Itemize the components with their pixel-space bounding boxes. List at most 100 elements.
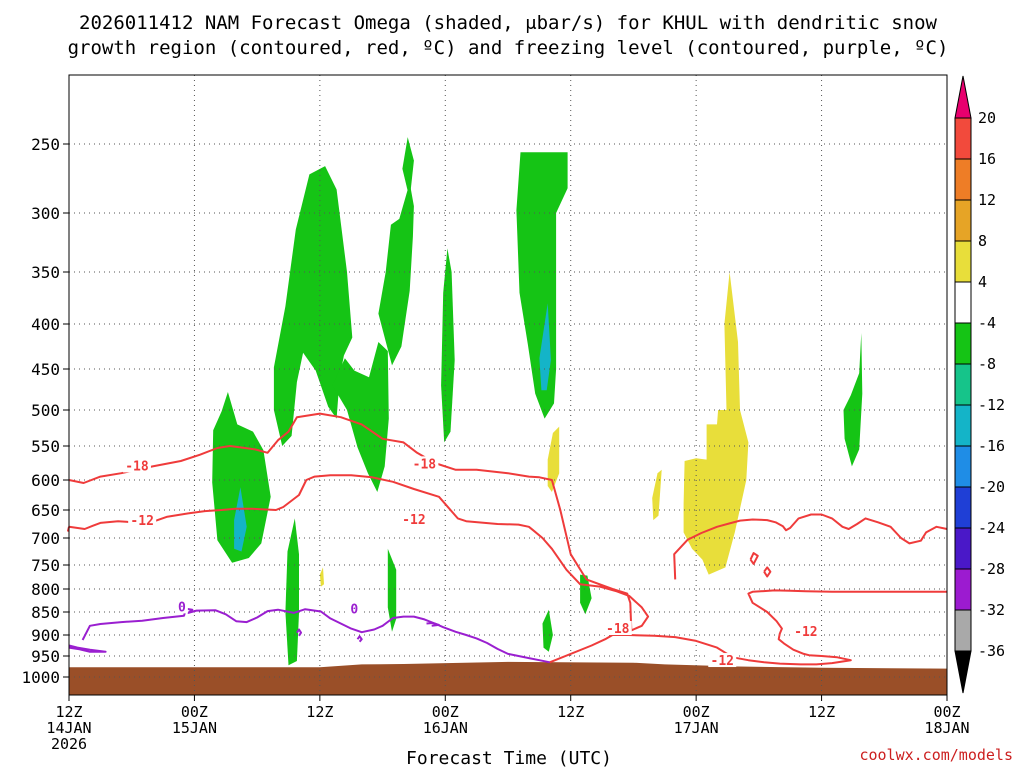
contour-label-bg-6: [791, 623, 820, 638]
colorbar-label-5: -4: [978, 314, 996, 332]
green-omega-l: [843, 333, 863, 467]
y-tick-label-550: 550: [31, 437, 60, 456]
contour-label-bg-7: [175, 599, 188, 614]
y-tick-label-650: 650: [31, 501, 60, 520]
colorbar-segment-13: [954, 609, 972, 652]
y-tick-label-400: 400: [31, 315, 60, 334]
colorbar-label-11: -28: [978, 560, 1005, 578]
chart-title-line-2: growth region (contoured, red, ºC) and f…: [68, 37, 949, 59]
red-contour-0: [68, 412, 650, 632]
y-tick-label-950: 950: [31, 647, 60, 666]
colorbar-top-arrow: [954, 75, 972, 119]
contour-label-layer: -18 -12 -18 -12 -18 -12 -12 0 0: [122, 456, 820, 669]
contour-label-1: -12: [130, 514, 153, 529]
y-tick-label-450: 450: [31, 360, 60, 379]
y-tick-label-1000: 1000: [21, 668, 60, 687]
colorbar: 20 16 12 8 4 -4 -8 -12 -16 -20 -24 -28 -32 -36: [954, 75, 1005, 694]
yellow-omega-a: [547, 426, 560, 492]
green-omega-f: [441, 248, 455, 443]
surface-terrain: [69, 661, 947, 695]
plot-gridlines: [68, 75, 948, 695]
x-tick-label-0-0: 12Z: [55, 703, 82, 721]
purple-contour-2: [426, 622, 440, 627]
x-tick-label-24-0: 12Z: [306, 703, 333, 721]
contour-label-7: 0: [178, 600, 186, 615]
colorbar-label-13: -36: [978, 642, 1005, 660]
x-tick-label-84-1: 18JAN: [924, 719, 969, 737]
green-omega-c: [332, 342, 389, 492]
x-tick-label-60-1: 17JAN: [674, 719, 719, 737]
green-omega-i: [387, 548, 397, 632]
y-tick-label-600: 600: [31, 471, 60, 490]
colorbar-label-8: -16: [978, 437, 1005, 455]
contour-label-bg-4: [603, 621, 632, 636]
green-omega-d: [378, 182, 414, 366]
red-contour-4: [749, 552, 759, 565]
purple-contour-4: [356, 635, 363, 643]
x-tick-label-36-0: 00Z: [432, 703, 459, 721]
colorbar-label-6: -8: [978, 355, 996, 373]
chart-title: 2026011412 NAM Forecast Omega (shaded, μ…: [68, 12, 949, 59]
contour-label-bg-1: [128, 513, 157, 528]
plot-frame: [68, 74, 948, 696]
colorbar-segment-8: [954, 404, 972, 447]
cyan-omega-a: [234, 487, 247, 552]
cyan-omega-b: [539, 303, 551, 391]
colorbar-label-12: -32: [978, 601, 1005, 619]
purple-contour-1: [68, 644, 107, 653]
green-omega-j: [542, 609, 553, 652]
contour-label-bg-5: [708, 653, 737, 668]
red-contour-3: [673, 513, 948, 580]
x-tick-label-72-0: 12Z: [808, 703, 835, 721]
colorbar-segment-6: [954, 322, 972, 365]
y-tick-label-850: 850: [31, 603, 60, 622]
x-axis-label: Forecast Time (UTC): [406, 748, 612, 768]
contour-label-2: -18: [413, 457, 437, 472]
x-tick-label-36-1: 16JAN: [423, 719, 468, 737]
credit-text: coolwx.com/models: [859, 746, 1013, 764]
x-tick-label-12-1: 15JAN: [172, 719, 217, 737]
contour-label-bg-3: [399, 512, 428, 527]
colorbar-label-2: 12: [978, 191, 996, 209]
red-contour-2: [549, 589, 947, 666]
x-tick-label-84-0: 00Z: [933, 703, 960, 721]
contour-label-bg-2: [410, 456, 439, 471]
contour-label-8: 0: [350, 603, 358, 618]
colorbar-segment-2: [954, 158, 972, 201]
contour-label-5: -12: [711, 654, 734, 669]
yellow-omega-c: [652, 469, 662, 521]
y-tick-label-750: 750: [31, 556, 60, 575]
purple-contour-3: [296, 628, 302, 637]
x-tick-label-0-2: 2026: [51, 735, 87, 753]
colorbar-label-3: 8: [978, 232, 987, 250]
colorbar-bottom-arrow: [954, 650, 972, 694]
green-omega-a: [212, 392, 271, 563]
colorbar-label-9: -20: [978, 478, 1005, 496]
y-tick-label-900: 900: [31, 626, 60, 645]
x-tick-label-12-0: 00Z: [181, 703, 208, 721]
surface-terrain-layer: [69, 661, 947, 695]
contour-label-3: -12: [402, 513, 425, 528]
colorbar-segment-10: [954, 486, 972, 529]
x-tick-label-60-0: 00Z: [683, 703, 710, 721]
colorbar-segment-11: [954, 527, 972, 570]
x-tick-label-48-0: 12Z: [557, 703, 584, 721]
colorbar-label-10: -24: [978, 519, 1005, 537]
green-omega-b: [273, 166, 353, 446]
contour-label-4: -18: [606, 622, 630, 637]
y-tick-label-800: 800: [31, 580, 60, 599]
x-tick-label-0-1: 14JAN: [46, 719, 91, 737]
y-tick-label-300: 300: [31, 204, 60, 223]
contour-label-0: -18: [125, 459, 149, 474]
colorbar-segment-4: [954, 240, 972, 283]
chart-title-line-1: 2026011412 NAM Forecast Omega (shaded, μ…: [79, 12, 937, 34]
y-tick-label-500: 500: [31, 401, 60, 420]
omega-shading-layer: [212, 137, 863, 666]
purple-contour-0: [81, 607, 550, 664]
y-tick-label-250: 250: [31, 135, 60, 154]
colorbar-label-1: 16: [978, 150, 996, 168]
colorbar-label-7: -12: [978, 396, 1005, 414]
colorbar-segment-5: [954, 281, 972, 324]
